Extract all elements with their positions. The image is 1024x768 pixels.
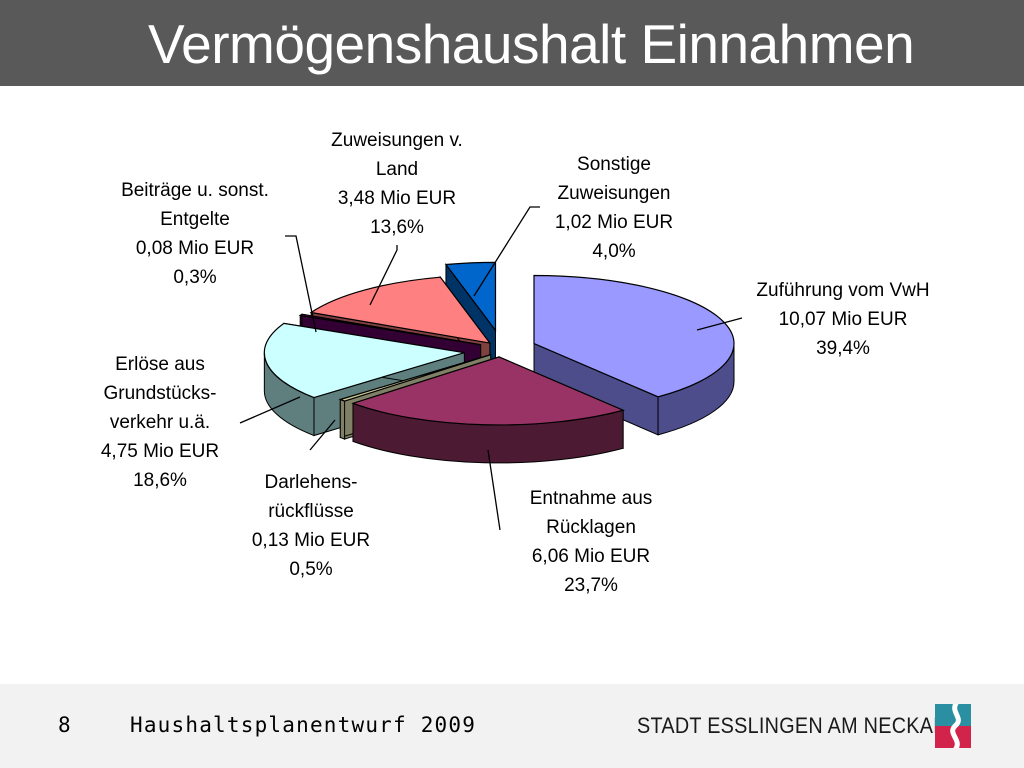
leader-line [369, 245, 398, 306]
slice-label-line: 0,13 Mio EUR [252, 530, 370, 551]
slice-label: Entnahme aus Rücklagen 6,06 Mio EUR 23,7% [530, 488, 653, 596]
slice-label: Erlöse aus Grundstücks-verkehr u.ä. 4,75 M… [101, 354, 219, 491]
logo-river-curve [950, 704, 961, 748]
leader-line [309, 419, 336, 451]
slice-label-line: 0,08 Mio EUR [136, 238, 254, 259]
slice-label-line: Erlöse aus [115, 354, 205, 375]
slice-label: Beiträge u. sonst. Entgelte 0,08 Mio EUR 0,… [121, 180, 269, 288]
slice-label: Zuführung vom VwH 10,07 Mio EUR 39,4% [756, 280, 929, 359]
slice-label-line: 3,48 Mio EUR [338, 188, 456, 209]
pie-slice-rim [339, 398, 346, 440]
slice-label-line: Land [376, 159, 418, 180]
slice-label-line: Zuweisungen [557, 183, 670, 204]
pie-slice [351, 356, 625, 464]
footer: 8 Haushaltsplanentwurf 2009 STADT ESSLIN… [0, 684, 1024, 768]
city-logo-icon [935, 704, 971, 748]
leader-line [696, 317, 743, 331]
slice-label-line: 18,6% [133, 470, 187, 491]
slice-label-line: Beiträge u. sonst. [121, 180, 269, 201]
page-number: 8 [58, 713, 71, 737]
slice-label-line: 4,0% [592, 241, 635, 262]
pie-slice-top [309, 276, 492, 344]
leader-line [285, 235, 317, 333]
slice-label-line: 10,07 Mio EUR [779, 309, 908, 330]
slice-label-line: 6,06 Mio EUR [532, 546, 650, 567]
leader-line [487, 449, 501, 531]
pie-chart: Zuführung vom VwH 10,07 Mio EUR 39,4% Entna… [101, 130, 930, 596]
slice-label-line: Entnahme aus [530, 488, 653, 509]
pie-slice-top [351, 356, 625, 426]
pie-slice-top [298, 313, 481, 346]
slice-label-line: Darlehens- [265, 472, 358, 493]
slice-label-line: Sonstige [577, 154, 651, 175]
organization-name: STADT ESSLINGEN AM NECKAR [637, 713, 948, 738]
document-title: Haushaltsplanentwurf 2009 [130, 713, 477, 737]
slice-label: Darlehens-rückflüsse 0,13 Mio EUR 0,5% [252, 472, 370, 580]
slice-label-line: 13,6% [370, 217, 424, 238]
pie-slice-top [533, 274, 735, 398]
slice-label-line: rückflüsse [268, 501, 354, 522]
leader-line [239, 396, 301, 424]
slice-label-line: 4,75 Mio EUR [101, 441, 219, 462]
slice-label-line: Entgelte [160, 209, 230, 230]
pie-slice [533, 274, 735, 436]
slice-label-line: 0,5% [289, 559, 332, 580]
page-title: Vermögenshaushalt Einnahmen [148, 13, 915, 75]
leader-line [473, 206, 540, 297]
slice-label-line: 1,02 Mio EUR [555, 212, 673, 233]
title-bar: Vermögenshaushalt Einnahmen [0, 0, 1024, 86]
slice-label-line: 39,4% [816, 338, 870, 359]
slice-label: Sonstige Zuweisungen 1,02 Mio EUR 4,0% [555, 154, 673, 262]
slice-label-line: Zuführung vom VwH [756, 280, 929, 301]
slice-label-line: verkehr u.ä. [110, 412, 210, 433]
logo-blue-block [935, 704, 971, 726]
slice-label: Zuweisungen v. Land 3,48 Mio EUR 13,6% [331, 130, 463, 238]
pie-slice-top [263, 322, 465, 399]
pie-slice-top [338, 354, 491, 402]
slice-label-line: 0,3% [173, 267, 216, 288]
slice-label-line: Rücklagen [546, 517, 636, 538]
slice-label-line: Grundstücks- [104, 383, 217, 404]
slice-label-line: Zuweisungen v. [331, 130, 463, 151]
slice-label-line: 23,7% [564, 575, 618, 596]
